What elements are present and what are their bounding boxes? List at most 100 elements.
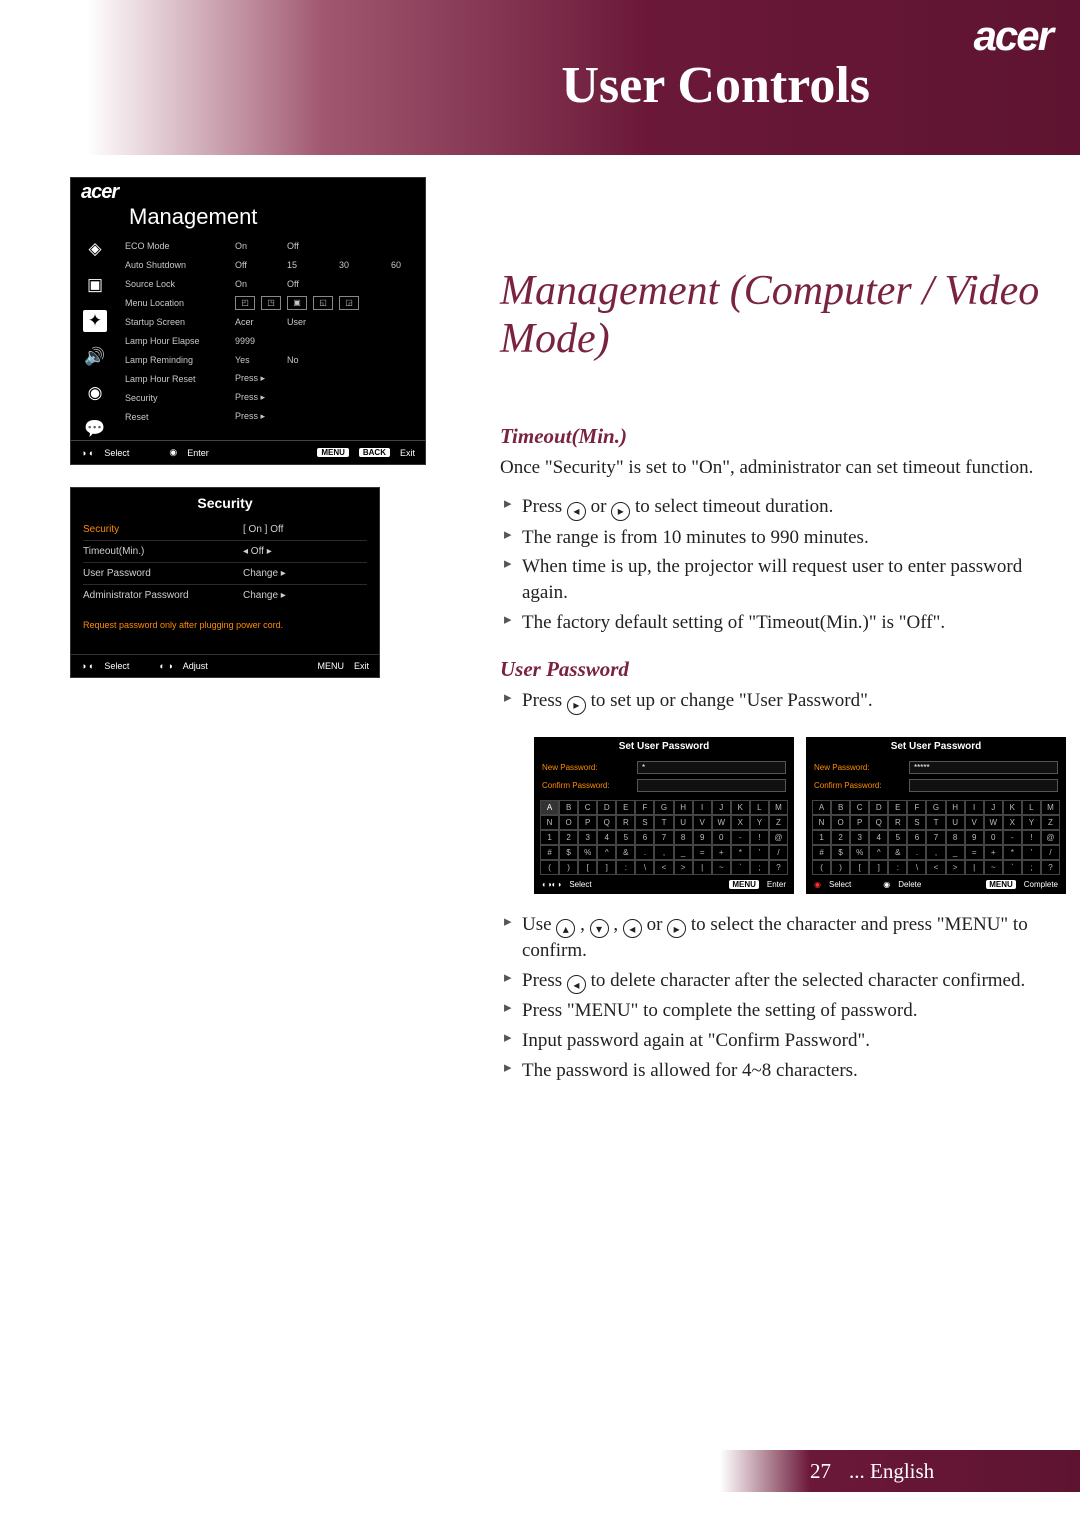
kb-key[interactable]: 8 xyxy=(946,830,965,845)
kb-key[interactable]: M xyxy=(769,800,788,815)
kb-key[interactable]: - xyxy=(1003,830,1022,845)
kb-key[interactable]: Q xyxy=(869,815,888,830)
kb-key[interactable]: . xyxy=(907,845,926,860)
kb-key[interactable]: + xyxy=(712,845,731,860)
kb-key[interactable]: : xyxy=(616,860,635,875)
kb-key[interactable]: 5 xyxy=(616,830,635,845)
kb-key[interactable]: 3 xyxy=(578,830,597,845)
kb-key[interactable]: : xyxy=(888,860,907,875)
kb-key[interactable]: @ xyxy=(1041,830,1060,845)
kb-key[interactable]: E xyxy=(888,800,907,815)
kb-key[interactable]: F xyxy=(635,800,654,815)
kb-key[interactable]: 1 xyxy=(540,830,559,845)
kb-key[interactable]: A xyxy=(812,800,831,815)
security-row[interactable]: Security[ On ] Off xyxy=(83,518,367,540)
kb-key[interactable]: ` xyxy=(1003,860,1022,875)
kb-key[interactable]: V xyxy=(693,815,712,830)
kb-key[interactable]: 7 xyxy=(926,830,945,845)
kb-key[interactable]: = xyxy=(693,845,712,860)
kb-key[interactable]: 1 xyxy=(812,830,831,845)
kb-key[interactable]: ) xyxy=(559,860,578,875)
kb-key[interactable]: [ xyxy=(578,860,597,875)
security-row[interactable]: Administrator PasswordChange ▸ xyxy=(83,584,367,606)
kb-key[interactable]: ! xyxy=(750,830,769,845)
kb-key[interactable]: ? xyxy=(1041,860,1060,875)
kb-key[interactable]: , xyxy=(654,845,673,860)
kb-key[interactable]: @ xyxy=(769,830,788,845)
osd-row[interactable]: Source LockOnOff xyxy=(125,274,417,293)
kb-key[interactable]: % xyxy=(850,845,869,860)
kb-key[interactable]: = xyxy=(965,845,984,860)
osd-row[interactable]: Menu Location◰◳▣◱◲ xyxy=(125,293,417,312)
kb-key[interactable]: ] xyxy=(869,860,888,875)
kb-key[interactable]: 4 xyxy=(597,830,616,845)
kb-key[interactable]: [ xyxy=(850,860,869,875)
kb-key[interactable]: S xyxy=(635,815,654,830)
kb-key[interactable]: \ xyxy=(635,860,654,875)
osd-row[interactable]: ResetPress ▸ xyxy=(125,407,417,426)
kb-key[interactable]: - xyxy=(731,830,750,845)
osd-row[interactable]: Startup ScreenAcerUser xyxy=(125,312,417,331)
kb-key[interactable]: _ xyxy=(946,845,965,860)
osd-row[interactable]: ECO ModeOnOff xyxy=(125,236,417,255)
kb-key[interactable]: 0 xyxy=(984,830,1003,845)
kb-key[interactable]: J xyxy=(712,800,731,815)
kb-key[interactable]: W xyxy=(712,815,731,830)
osd-row[interactable]: Auto ShutdownOff153060 xyxy=(125,255,417,274)
kb-key[interactable]: D xyxy=(597,800,616,815)
kb-key[interactable]: U xyxy=(674,815,693,830)
kb-key[interactable]: $ xyxy=(559,845,578,860)
kb-key[interactable]: L xyxy=(1022,800,1041,815)
kb-key[interactable]: D xyxy=(869,800,888,815)
osd-row[interactable]: Lamp Hour ResetPress ▸ xyxy=(125,369,417,388)
kb-key[interactable]: X xyxy=(731,815,750,830)
kb-key[interactable]: 3 xyxy=(850,830,869,845)
kb-key[interactable]: ! xyxy=(1022,830,1041,845)
kb-key[interactable]: > xyxy=(946,860,965,875)
kb-key[interactable]: K xyxy=(1003,800,1022,815)
tab-icon-6[interactable]: 💬 xyxy=(83,418,107,440)
kb-key[interactable]: R xyxy=(616,815,635,830)
kb-key[interactable]: & xyxy=(616,845,635,860)
kb-key[interactable]: B xyxy=(831,800,850,815)
kb-key[interactable]: Q xyxy=(597,815,616,830)
kb-key[interactable]: L xyxy=(750,800,769,815)
kb-key[interactable]: ~ xyxy=(984,860,1003,875)
kb-key[interactable]: . xyxy=(635,845,654,860)
kb-key[interactable]: ; xyxy=(1022,860,1041,875)
osd-row[interactable]: Lamp Hour Elapse9999 xyxy=(125,331,417,350)
kb-key[interactable]: M xyxy=(1041,800,1060,815)
kb-key[interactable]: B xyxy=(559,800,578,815)
kb-key[interactable]: Y xyxy=(1022,815,1041,830)
kb-key[interactable]: H xyxy=(674,800,693,815)
kb-key[interactable]: Z xyxy=(769,815,788,830)
kb-key[interactable]: ` xyxy=(731,860,750,875)
kb-key[interactable]: Z xyxy=(1041,815,1060,830)
kb-key[interactable]: < xyxy=(926,860,945,875)
kb-key[interactable]: 2 xyxy=(559,830,578,845)
kb-key[interactable]: | xyxy=(965,860,984,875)
kb-key[interactable]: K xyxy=(731,800,750,815)
tab-icon-2[interactable]: ▣ xyxy=(83,274,107,296)
security-row[interactable]: Timeout(Min.)◂ Off ▸ xyxy=(83,540,367,562)
kb-key[interactable]: G xyxy=(654,800,673,815)
kb-key[interactable]: 9 xyxy=(965,830,984,845)
kb-key[interactable]: 5 xyxy=(888,830,907,845)
kb-key[interactable]: J xyxy=(984,800,1003,815)
kb-key[interactable]: A xyxy=(540,800,559,815)
kb-key[interactable]: G xyxy=(926,800,945,815)
kb-key[interactable]: N xyxy=(540,815,559,830)
kb-key[interactable]: 0 xyxy=(712,830,731,845)
kb-key[interactable]: ( xyxy=(540,860,559,875)
kb-key[interactable]: ^ xyxy=(869,845,888,860)
kb-key[interactable]: C xyxy=(850,800,869,815)
kb-key[interactable]: # xyxy=(540,845,559,860)
kb-key[interactable]: + xyxy=(984,845,1003,860)
kb-key[interactable]: C xyxy=(578,800,597,815)
osd-row[interactable]: Lamp RemindingYesNo xyxy=(125,350,417,369)
kb-key[interactable]: * xyxy=(731,845,750,860)
kb-key[interactable]: $ xyxy=(831,845,850,860)
kb-key[interactable]: ? xyxy=(769,860,788,875)
kb-key[interactable]: _ xyxy=(674,845,693,860)
kb-key[interactable]: P xyxy=(578,815,597,830)
